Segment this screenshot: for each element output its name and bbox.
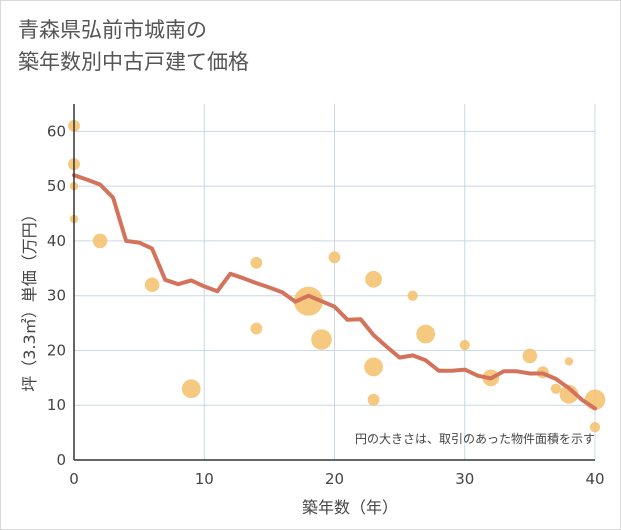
bubble-point (250, 256, 263, 269)
bubble-point (293, 286, 323, 316)
y-tick-label: 50 (47, 177, 66, 195)
bubble-point (365, 270, 382, 288)
bubble-layer (68, 119, 606, 433)
bubble-point (367, 393, 380, 406)
bubble-point (459, 339, 470, 351)
y-tick-label: 40 (47, 232, 66, 250)
bubble-point (181, 379, 201, 399)
y-axis-label: 坪（3.3㎡）単価（万円） (20, 206, 39, 391)
bubble-point (407, 290, 418, 301)
x-tick-label: 10 (195, 470, 214, 488)
bubble-point (564, 357, 574, 366)
bubble-point (589, 421, 601, 433)
y-tick-label: 0 (56, 451, 66, 469)
bubble-point (416, 324, 436, 344)
chart-title-line2: 築年数別中古戸建て価格 (18, 50, 249, 74)
bubble-point (92, 233, 108, 249)
y-tick-label: 30 (47, 287, 66, 305)
y-tick-label: 20 (47, 341, 66, 359)
chart-title-line1: 青森県弘前市城南の (18, 18, 207, 42)
bubble-point (550, 383, 562, 394)
axes: 0 10 20 30 40 0 10 20 30 40 50 60 (47, 104, 605, 488)
x-tick-label: 0 (69, 470, 79, 488)
bubble-point (144, 277, 160, 293)
bubble-point (250, 322, 263, 335)
x-axis-label: 築年数（年） (302, 498, 398, 517)
bubble-point (559, 384, 579, 404)
bubble-point (311, 329, 332, 350)
y-tick-label: 10 (47, 396, 66, 414)
chart-title: 青森県弘前市城南の 築年数別中古戸建て価格 (18, 14, 249, 78)
x-tick-label: 30 (455, 470, 474, 488)
bubble-point (328, 251, 341, 264)
average-price-line (72, 173, 597, 411)
bubble-point (522, 348, 538, 364)
bubble-point (364, 357, 383, 377)
x-tick-label: 20 (325, 470, 344, 488)
x-tick-label: 40 (585, 470, 604, 488)
y-tick-label: 60 (47, 122, 66, 140)
line-layer (72, 173, 597, 411)
grid (74, 104, 596, 460)
bubble-size-note: 円の大きさは、取引のあった物件面積を示す (355, 431, 595, 446)
